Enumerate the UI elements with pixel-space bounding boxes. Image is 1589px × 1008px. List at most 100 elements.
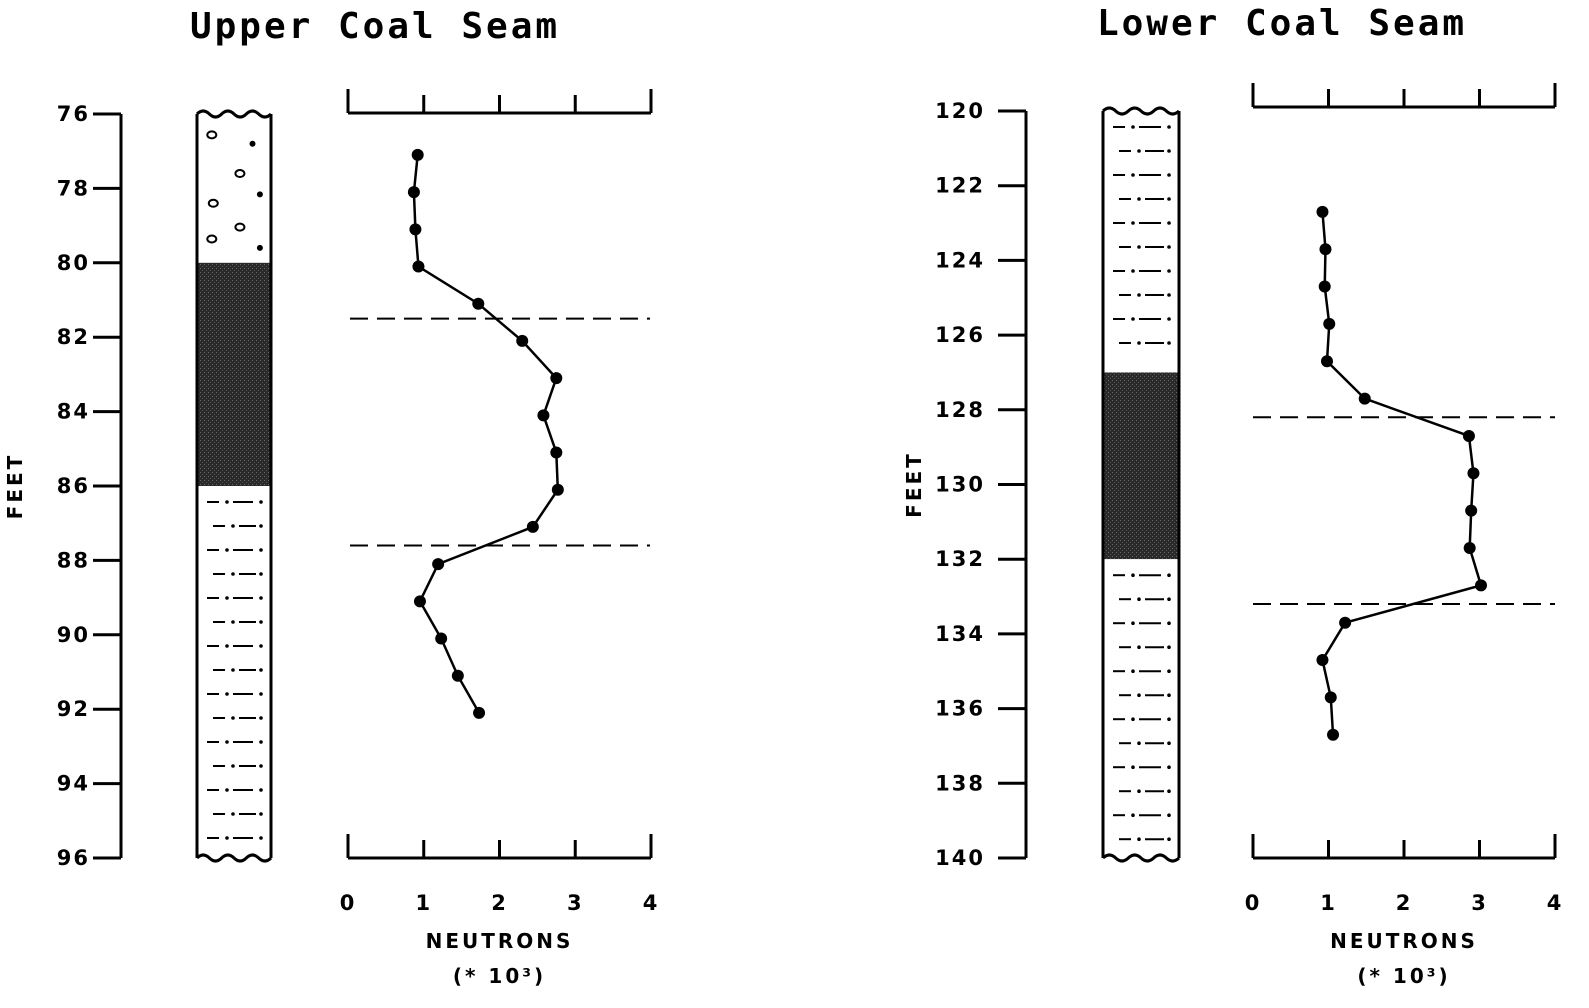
pebble-mark (206, 234, 218, 244)
siltstone-dot (1137, 837, 1141, 841)
siltstone-dot (1131, 765, 1135, 769)
siltstone-dot (259, 596, 263, 600)
depth-tick-label: 94 (57, 772, 90, 796)
siltstone-dot (1167, 765, 1171, 769)
shale-layer (197, 486, 271, 858)
siltstone-dot (231, 812, 235, 816)
neutron-tick-label: 0 (1245, 891, 1262, 915)
column-wavy-top (1101, 106, 1181, 116)
depth-tick-label: 122 (935, 174, 985, 198)
data-point (411, 148, 424, 161)
siltstone-dot (259, 620, 263, 624)
siltstone-dot (1137, 293, 1141, 297)
siltstone-dot (1167, 597, 1171, 601)
neutron-series-line (1321, 211, 1483, 735)
depth-tick-label: 132 (935, 547, 985, 571)
data-point (1465, 504, 1478, 517)
depth-tick-label: 124 (935, 248, 985, 272)
coal-layer (197, 262, 271, 486)
data-point (409, 223, 422, 236)
siltstone-dot (259, 740, 263, 744)
lithology-column (1101, 106, 1181, 863)
siltstone-dot (1167, 269, 1171, 273)
data-point (1463, 541, 1476, 554)
neutron-axis-label: NEUTRONS (426, 929, 574, 953)
data-point (412, 260, 425, 273)
data-point (1318, 280, 1331, 293)
depth-axis-label: FEET (3, 453, 27, 520)
pebble-mark (234, 169, 246, 179)
siltstone-dot (225, 500, 229, 504)
siltstone-dot (1167, 149, 1171, 153)
siltstone-dot (1131, 173, 1135, 177)
siltstone-dot (259, 572, 263, 576)
data-point (413, 595, 426, 608)
siltstone-dot (1167, 245, 1171, 249)
siltstone-dot (1167, 837, 1171, 841)
siltstone-dot (1131, 573, 1135, 577)
siltstone-dot (1131, 669, 1135, 673)
siltstone-dot (231, 716, 235, 720)
data-point (1462, 429, 1475, 442)
siltstone-dot (259, 812, 263, 816)
siltstone-dot (225, 740, 229, 744)
siltstone-dot (259, 764, 263, 768)
siltstone-dot (1137, 197, 1141, 201)
chart-title: Lower Coal Seam (1097, 3, 1467, 44)
data-point (537, 409, 550, 422)
data-point (407, 186, 420, 199)
depth-tick-label: 76 (57, 102, 90, 126)
data-point (1319, 243, 1332, 256)
siltstone-dot (1167, 221, 1171, 225)
data-point (1324, 691, 1337, 704)
siltstone-dot (1167, 717, 1171, 721)
data-point (451, 669, 464, 682)
siltstone-dot (225, 548, 229, 552)
siltstone-dot (1137, 597, 1141, 601)
siltstone-dot (1167, 669, 1171, 673)
siltstone-dot (231, 668, 235, 672)
siltstone-dot (1167, 813, 1171, 817)
neutron-tick-label: 2 (491, 891, 508, 915)
siltstone-dot (1131, 621, 1135, 625)
neutron-tick-label: 0 (340, 891, 357, 915)
neutron-tick-label: 4 (1547, 891, 1564, 915)
depth-tick-label: 96 (57, 846, 90, 870)
depth-tick-label: 82 (57, 325, 90, 349)
siltstone-dot (1137, 341, 1141, 345)
neutron-tick-label: 3 (567, 891, 584, 915)
siltstone-dot (1167, 693, 1171, 697)
lower-coal-seam-panel: Lower Coal Seam1201221241261281301321341… (902, 3, 1564, 988)
neutron-tick-label: 1 (415, 891, 432, 915)
data-point (1316, 205, 1329, 218)
siltstone-dot (259, 716, 263, 720)
depth-tick-label: 92 (57, 697, 90, 721)
depth-tick-label: 88 (57, 548, 90, 572)
siltstone-dot (1137, 741, 1141, 745)
depth-tick-label: 90 (57, 623, 90, 647)
column-wavy-bottom (195, 853, 273, 863)
data-point (550, 446, 563, 459)
siltstone-layer (1103, 559, 1179, 858)
siltstone-dot (1131, 717, 1135, 721)
siltstone-dot (259, 644, 263, 648)
siltstone-dot (225, 836, 229, 840)
data-point (551, 483, 564, 496)
lithology-column (195, 109, 273, 863)
siltstone-dot (259, 548, 263, 552)
siltstone-dot (231, 620, 235, 624)
siltstone-dot (1167, 645, 1171, 649)
pebble-mark (256, 191, 263, 198)
data-point (1316, 654, 1329, 667)
depth-tick-label: 84 (57, 400, 90, 424)
siltstone-dot (1131, 125, 1135, 129)
data-point (1358, 392, 1371, 405)
siltstone-dot (231, 524, 235, 528)
data-point (435, 632, 448, 645)
siltstone-dot (1167, 341, 1171, 345)
data-point (1327, 728, 1340, 741)
siltstone-dot (1131, 221, 1135, 225)
siltstone-dot (225, 596, 229, 600)
depth-tick-label: 78 (57, 176, 90, 200)
